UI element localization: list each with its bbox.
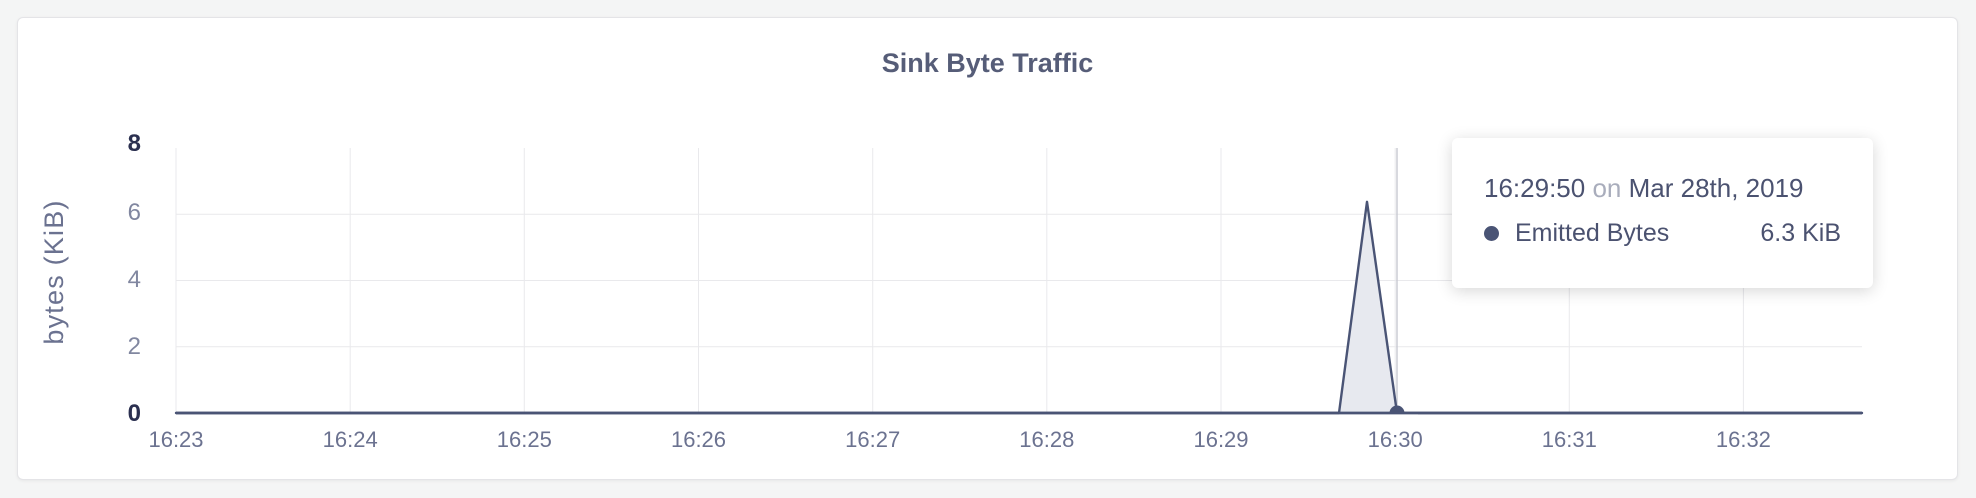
svg-text:6: 6	[128, 199, 141, 226]
svg-text:16:31: 16:31	[1542, 427, 1597, 452]
svg-text:16:27: 16:27	[845, 427, 900, 452]
svg-text:0: 0	[128, 400, 141, 427]
svg-text:16:30: 16:30	[1368, 427, 1423, 452]
svg-text:16:32: 16:32	[1716, 427, 1771, 452]
svg-text:16:26: 16:26	[671, 427, 726, 452]
svg-text:4: 4	[128, 266, 141, 293]
svg-text:16:29: 16:29	[1193, 427, 1248, 452]
svg-text:16:24: 16:24	[323, 427, 378, 452]
svg-text:16:25: 16:25	[497, 427, 552, 452]
svg-text:16:23: 16:23	[148, 427, 203, 452]
svg-text:2: 2	[128, 333, 141, 360]
svg-text:16:28: 16:28	[1019, 427, 1074, 452]
svg-text:8: 8	[128, 130, 141, 157]
